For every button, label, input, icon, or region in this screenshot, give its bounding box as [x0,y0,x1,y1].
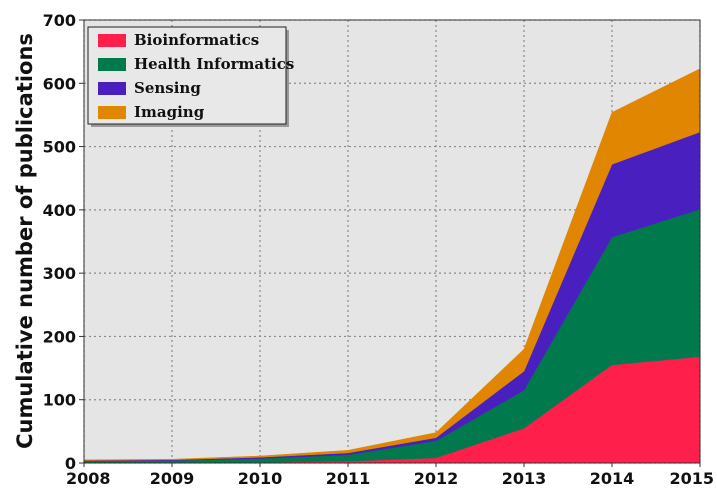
x-tick-label-2009: 2009 [150,469,195,488]
legend-label-imaging: Imaging [134,103,205,121]
x-tick-label-2012: 2012 [414,469,459,488]
legend-label-sensing: Sensing [134,79,201,97]
legend-label-health-informatics: Health Informatics [134,55,294,73]
y-tick-label-100: 100 [43,391,76,410]
y-tick-label-700: 700 [43,11,76,30]
x-tick-label-2011: 2011 [326,469,371,488]
legend-label-bioinformatics: Bioinformatics [134,31,259,49]
y-axis-ticks: 0 100 200 300 400 500 600 700 [43,11,84,473]
y-tick-label-200: 200 [43,327,76,346]
legend-swatch-health-informatics [98,58,126,71]
plot-frame [83,19,701,464]
legend-items: Bioinformatics Health Informatics Sensing I… [98,31,294,121]
y-axis-label: Cumulative number of publications [13,33,37,449]
x-tick-label-2014: 2014 [590,469,635,488]
legend: Bioinformatics Health Informatics Sensing I… [87,26,294,127]
legend-swatch-imaging [98,106,126,119]
x-tick-label-2015: 2015 [669,469,714,488]
x-axis-ticks: 2008 2009 2010 2011 2012 2013 2014 2015 [66,463,714,488]
y-tick-label-0: 0 [65,454,76,473]
x-tick-label-2008: 2008 [66,469,111,488]
legend-swatch-sensing [98,82,126,95]
x-tick-label-2013: 2013 [502,469,547,488]
y-tick-label-600: 600 [43,74,76,93]
y-tick-label-300: 300 [43,264,76,283]
y-tick-label-500: 500 [43,138,76,157]
x-tick-label-2010: 2010 [238,469,283,488]
y-tick-label-400: 400 [43,201,76,220]
legend-swatch-bioinformatics [98,34,126,47]
